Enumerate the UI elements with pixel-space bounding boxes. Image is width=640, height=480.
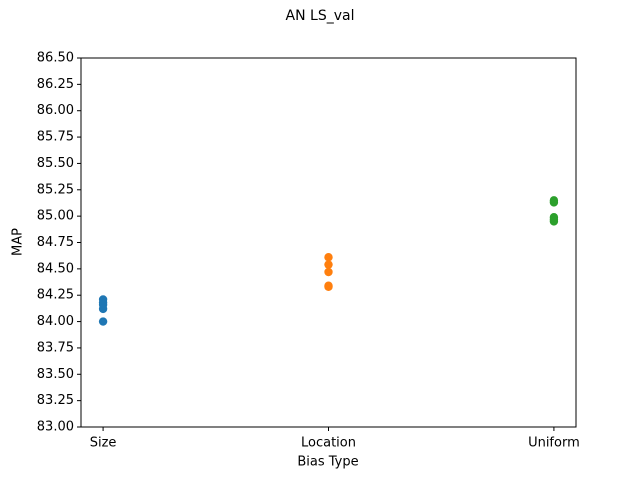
y-tick-label: 85.25 [37, 182, 74, 197]
y-tick-label: 85.00 [37, 209, 74, 224]
axes-frame [80, 57, 577, 428]
point [324, 260, 333, 269]
point [324, 253, 333, 262]
x-tick-label: Uniform [528, 436, 580, 451]
x-tick-label: Location [301, 436, 356, 451]
x-axis-label: Bias Type [297, 455, 358, 470]
y-tick-label: 84.25 [37, 288, 74, 303]
point [98, 304, 108, 314]
point [549, 198, 559, 207]
point [549, 217, 559, 226]
y-tick-label: 83.50 [37, 367, 74, 382]
y-tick-label: 83.00 [37, 420, 74, 435]
x-tick-label: Size [90, 436, 117, 451]
y-tick-label: 86.25 [37, 77, 74, 92]
y-tick-label: 85.50 [37, 156, 74, 171]
y-tick-label: 86.50 [37, 51, 74, 66]
y-tick-label: 83.25 [37, 393, 74, 408]
point [324, 282, 333, 291]
y-axis-label: MAP [11, 228, 26, 256]
point [98, 317, 108, 326]
y-tick-label: 85.75 [37, 130, 74, 145]
y-tick-label: 84.00 [37, 314, 74, 329]
y-tick-label: 84.75 [37, 235, 74, 250]
point [324, 267, 333, 277]
y-tick-label: 83.75 [37, 340, 74, 355]
chart-title: AN LS_val [286, 8, 355, 24]
y-tick-label: 86.00 [37, 103, 74, 118]
y-tick-label: 84.50 [37, 261, 74, 276]
